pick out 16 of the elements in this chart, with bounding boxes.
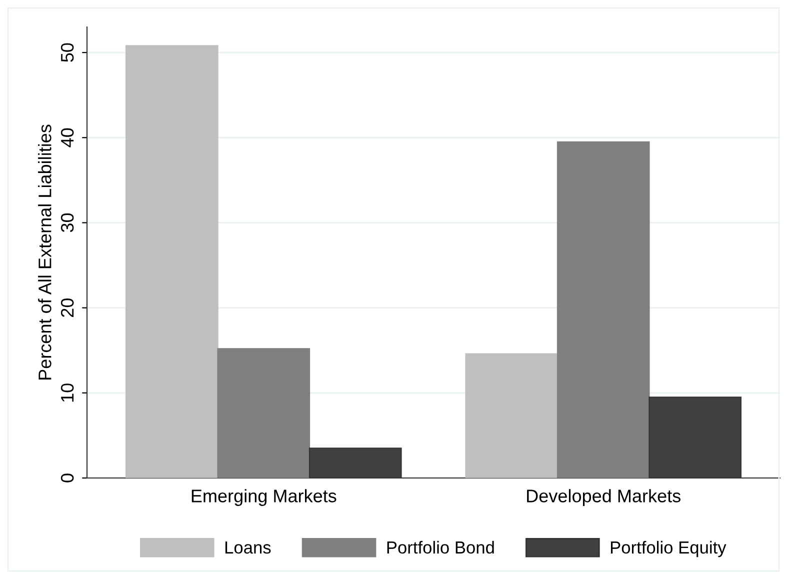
y-tick-label: 0 bbox=[60, 474, 74, 482]
y-tick-label: 10 bbox=[60, 384, 74, 402]
bar bbox=[126, 45, 218, 478]
y-tick-label: 50 bbox=[60, 43, 74, 62]
y-axis-title: Percent of All External Liabilities bbox=[38, 124, 52, 380]
y-tick-label: 30 bbox=[60, 213, 74, 232]
x-tick-label: Emerging Markets bbox=[192, 489, 336, 506]
legend-label: Loans bbox=[225, 542, 271, 554]
legend-label: Portfolio Equity bbox=[610, 540, 726, 558]
legend-label: Portfolio Bond bbox=[387, 540, 494, 554]
y-tick-label: 20 bbox=[60, 298, 74, 317]
y-tick-label: 40 bbox=[60, 128, 74, 148]
x-tick-label: Developed Markets bbox=[527, 489, 680, 506]
bar bbox=[465, 353, 558, 478]
bar bbox=[556, 141, 650, 478]
bar bbox=[217, 348, 310, 478]
